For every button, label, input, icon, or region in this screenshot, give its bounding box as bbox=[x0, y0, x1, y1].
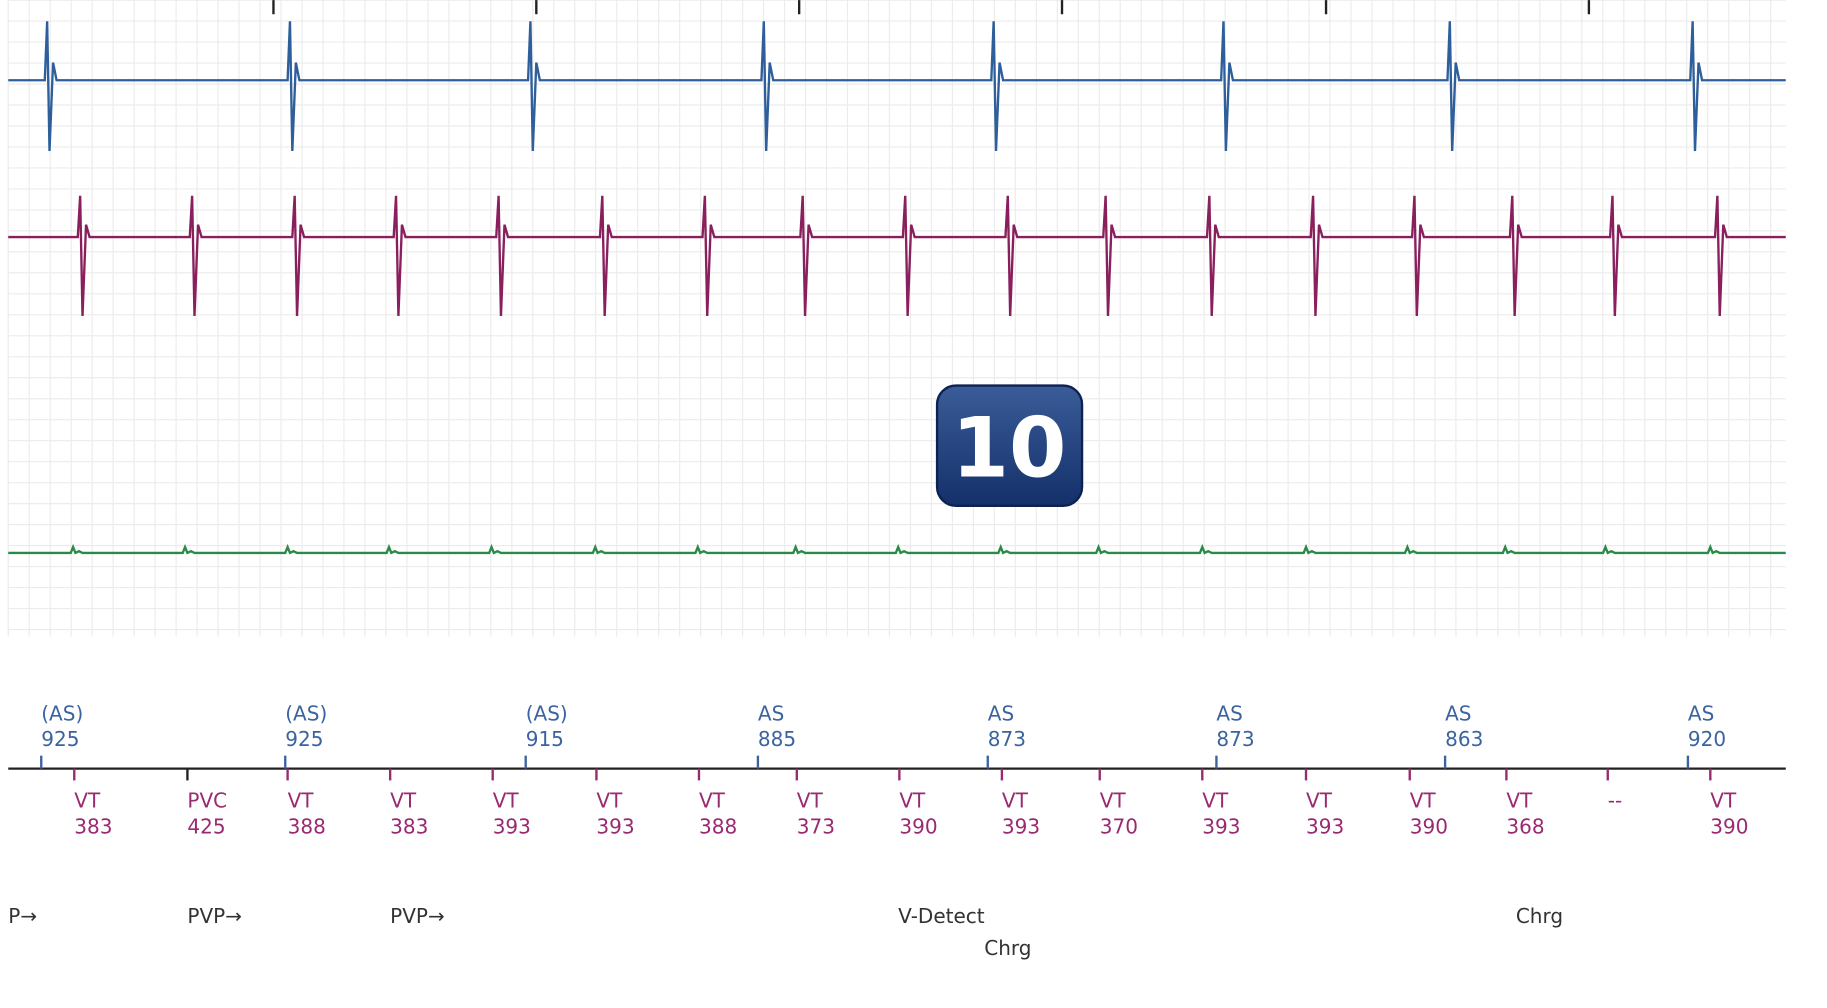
ventricular-interval: 368 bbox=[1506, 814, 1544, 838]
atrial-interval: 925 bbox=[41, 727, 79, 751]
atrial-interval: 925 bbox=[285, 727, 323, 751]
annotation: PVP→ bbox=[390, 904, 445, 928]
ventricular-interval: 373 bbox=[797, 814, 835, 838]
ventricular-label: -- bbox=[1608, 789, 1622, 813]
ventricular-label: VT bbox=[288, 789, 315, 813]
ventricular-label: VT bbox=[1710, 789, 1737, 813]
ventricular-interval: 390 bbox=[1410, 814, 1448, 838]
annotation: Chrg bbox=[1516, 904, 1563, 928]
grid bbox=[7, 0, 1786, 637]
traces bbox=[8, 21, 1786, 555]
ventricular-interval: 393 bbox=[596, 814, 634, 838]
atrial-label: (AS) bbox=[41, 701, 83, 725]
trace bbox=[8, 543, 1786, 555]
ventricular-label: VT bbox=[1202, 789, 1229, 813]
atrial-label: (AS) bbox=[526, 701, 568, 725]
atrial-interval: 873 bbox=[988, 727, 1026, 751]
ventricular-interval: 425 bbox=[187, 814, 225, 838]
atrial-interval: 873 bbox=[1216, 727, 1254, 751]
ventricular-interval: 393 bbox=[1202, 814, 1240, 838]
atrial-interval: 885 bbox=[758, 727, 796, 751]
ventricular-label: VT bbox=[1410, 789, 1437, 813]
atrial-label: AS bbox=[1445, 701, 1471, 725]
ventricular-label: VT bbox=[493, 789, 520, 813]
ventricular-interval: 393 bbox=[1306, 814, 1344, 838]
atrial-label: AS bbox=[758, 701, 784, 725]
atrial-interval: 920 bbox=[1688, 727, 1726, 751]
ventricular-label: VT bbox=[899, 789, 926, 813]
ventricular-interval: 383 bbox=[74, 814, 112, 838]
atrial-label: AS bbox=[988, 701, 1014, 725]
badge-text: 10 bbox=[952, 400, 1067, 496]
ventricular-interval: 390 bbox=[899, 814, 937, 838]
ventricular-label: VT bbox=[1506, 789, 1533, 813]
ventricular-label: VT bbox=[1100, 789, 1127, 813]
atrial-interval: 863 bbox=[1445, 727, 1483, 751]
atrial-label: AS bbox=[1216, 701, 1242, 725]
ventricular-interval: 388 bbox=[699, 814, 737, 838]
annotation: Chrg bbox=[984, 936, 1031, 960]
ventricular-label: VT bbox=[1306, 789, 1333, 813]
ventricular-interval: 370 bbox=[1100, 814, 1138, 838]
ventricular-interval: 390 bbox=[1710, 814, 1748, 838]
trace bbox=[8, 195, 1786, 317]
ventricular-label: VT bbox=[390, 789, 417, 813]
ventricular-interval: 393 bbox=[493, 814, 531, 838]
ventricular-label: VT bbox=[797, 789, 824, 813]
ventricular-label: VT bbox=[74, 789, 101, 813]
atrial-interval: 915 bbox=[526, 727, 564, 751]
annotation: PVP→ bbox=[187, 904, 242, 928]
ventricular-interval: 388 bbox=[288, 814, 326, 838]
markers: (AS)925(AS)925(AS)915AS885AS873AS873AS86… bbox=[8, 701, 1748, 960]
trace bbox=[8, 21, 1786, 152]
ventricular-label: PVC bbox=[187, 789, 227, 813]
ventricular-label: VT bbox=[1002, 789, 1029, 813]
annotation: P→ bbox=[8, 904, 37, 928]
ventricular-interval: 383 bbox=[390, 814, 428, 838]
annotation: V-Detect bbox=[898, 904, 985, 928]
ventricular-interval: 393 bbox=[1002, 814, 1040, 838]
ventricular-label: VT bbox=[699, 789, 726, 813]
ventricular-label: VT bbox=[596, 789, 623, 813]
atrial-label: (AS) bbox=[285, 701, 327, 725]
atrial-label: AS bbox=[1688, 701, 1714, 725]
badge: 10 bbox=[935, 384, 1084, 507]
